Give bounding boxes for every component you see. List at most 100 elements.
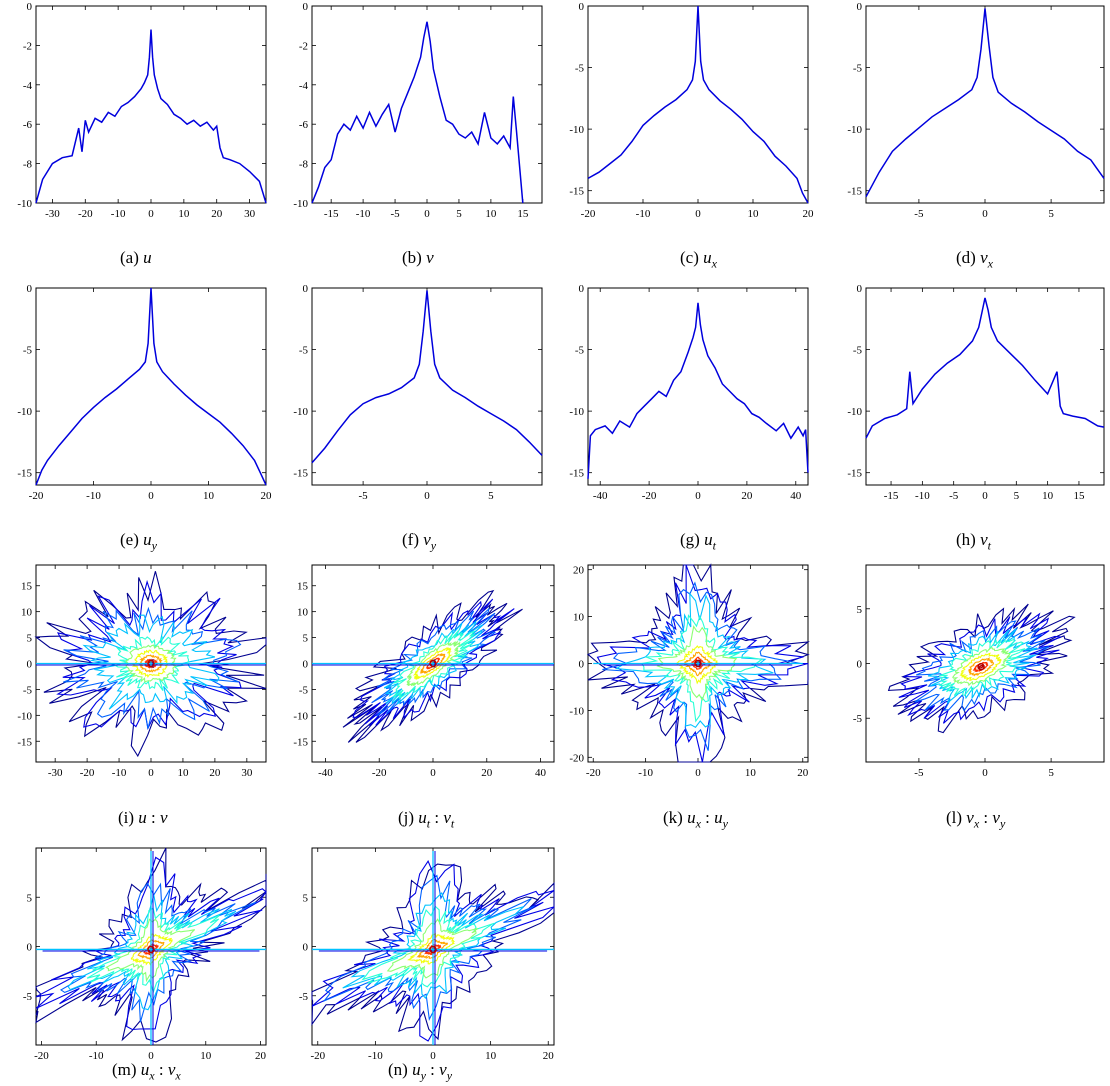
x-tick-label: -20 <box>642 490 657 502</box>
contour-level-6 <box>407 932 456 965</box>
caption-part: (e) <box>120 530 139 549</box>
caption-part: v <box>423 530 431 549</box>
subplot-g: -40 -20 0 20 40 -15 -10 -5 0 <box>569 283 809 503</box>
y-tick-label: 0 <box>303 1 309 13</box>
x-tick-label: 15 <box>1073 490 1085 502</box>
y-tick-label: -10 <box>17 406 32 418</box>
subplot-j: -40 -20 0 20 40 -15 -10 -5 0 5 10 15 <box>293 564 555 780</box>
caption-part: y <box>430 538 437 553</box>
y-tick-label: -15 <box>17 468 32 480</box>
caption-c: (c) ux <box>680 248 717 271</box>
contour-level-6 <box>959 652 1002 681</box>
x-tick-label: 0 <box>148 490 154 502</box>
y-tick-label: -15 <box>17 736 32 748</box>
contour-level-2 <box>322 874 535 1021</box>
x-tick-label: -10 <box>111 208 126 220</box>
x-tick-label: -5 <box>359 490 369 502</box>
x-tick-label: 0 <box>148 767 154 779</box>
caption-part: u <box>418 808 427 827</box>
x-tick-label: 5 <box>1014 490 1020 502</box>
caption-part: x <box>987 256 993 271</box>
x-tick-label: 40 <box>790 490 802 502</box>
x-tick-label: 10 <box>745 767 757 779</box>
x-tick-label: 0 <box>695 767 701 779</box>
caption-part: u <box>714 808 723 827</box>
caption-part: : <box>430 808 444 827</box>
y-tick-label: -5 <box>575 63 585 75</box>
series-line <box>865 8 1105 198</box>
y-tick-label: 15 <box>297 581 309 593</box>
x-tick-label: -40 <box>318 767 333 779</box>
y-tick-label: 0 <box>27 1 33 13</box>
plot-l: -5 0 5 -5 0 5 <box>853 564 1105 779</box>
caption-part: (j) <box>398 808 415 827</box>
y-tick-label: -20 <box>569 752 584 764</box>
y-tick-label: 10 <box>297 607 309 619</box>
caption-h: (h) vt <box>956 530 991 553</box>
x-tick-label: 40 <box>535 767 547 779</box>
plot-e: -20 -10 0 10 20 -15 -10 -5 0 <box>17 283 272 502</box>
y-tick-label: -15 <box>569 468 584 480</box>
series-line <box>35 29 267 204</box>
x-tick-label: -5 <box>949 490 959 502</box>
plot-frame <box>587 287 809 486</box>
caption-part: : <box>700 808 715 827</box>
caption-part: : <box>979 808 993 827</box>
y-tick-label: 10 <box>21 607 33 619</box>
plot-m: -20 -10 0 10 20 -5 0 5 <box>23 847 267 1062</box>
caption-part: u <box>704 530 713 549</box>
caption-f: (f) vy <box>402 530 436 553</box>
x-tick-label: 0 <box>982 208 988 220</box>
caption-part: (f) <box>402 530 419 549</box>
x-tick-label: 0 <box>695 208 701 220</box>
series-line <box>865 297 1105 439</box>
peak-marker <box>429 659 437 668</box>
x-tick-label: 30 <box>244 208 256 220</box>
y-tick-label: 5 <box>27 892 33 904</box>
x-tick-label: -40 <box>593 490 608 502</box>
plot-f: -5 0 5 -15 -10 -5 0 <box>293 283 543 502</box>
contour-level-3 <box>614 592 774 729</box>
contour-level-0 <box>34 571 267 758</box>
contour-lines <box>312 589 554 743</box>
x-tick-label: -20 <box>310 1050 325 1062</box>
plot-frame <box>35 287 267 486</box>
x-tick-label: 0 <box>982 767 988 779</box>
contour-level-6 <box>130 933 173 966</box>
x-tick-label: -20 <box>34 1050 49 1062</box>
caption-part: (h) <box>956 530 976 549</box>
plot-frame <box>865 287 1105 486</box>
y-tick-label: -5 <box>23 345 33 357</box>
x-tick-label: -5 <box>914 208 924 220</box>
y-tick-label: 10 <box>573 612 585 624</box>
caption-part: v <box>966 808 974 827</box>
x-tick-label: 0 <box>148 208 154 220</box>
caption-n: (n) uy : vy <box>388 1060 452 1083</box>
caption-part: (m) <box>112 1060 137 1079</box>
contour-lines <box>586 563 810 763</box>
y-tick-label: 0 <box>27 942 33 954</box>
peak-marker <box>147 945 155 954</box>
caption-part: u <box>703 248 712 267</box>
caption-part: v <box>160 808 168 827</box>
x-tick-label: 10 <box>748 208 760 220</box>
y-tick-label: -10 <box>847 406 862 418</box>
caption-part: v <box>980 248 988 267</box>
contour-level-4 <box>86 907 220 994</box>
x-tick-label: 10 <box>1042 490 1054 502</box>
contour-level-5 <box>386 918 479 979</box>
x-tick-label: -20 <box>29 490 44 502</box>
plot-frame <box>587 5 809 204</box>
x-tick-label: 20 <box>261 490 273 502</box>
y-tick-label: -10 <box>569 124 584 136</box>
subplot-a: -30 -20 -10 0 10 20 30 -10 -8 -6 -4 -2 0 <box>17 1 267 221</box>
caption-part: (a) <box>120 248 139 267</box>
y-tick-label: -10 <box>569 406 584 418</box>
caption-part: (c) <box>680 248 699 267</box>
caption-part: t <box>426 816 431 831</box>
caption-part: (k) <box>663 808 683 827</box>
caption-e: (e) uy <box>120 530 157 553</box>
x-tick-label: -20 <box>372 767 387 779</box>
subplot-d: -5 0 5 -15 -10 -5 0 <box>847 1 1105 221</box>
caption-part: x <box>973 816 980 831</box>
